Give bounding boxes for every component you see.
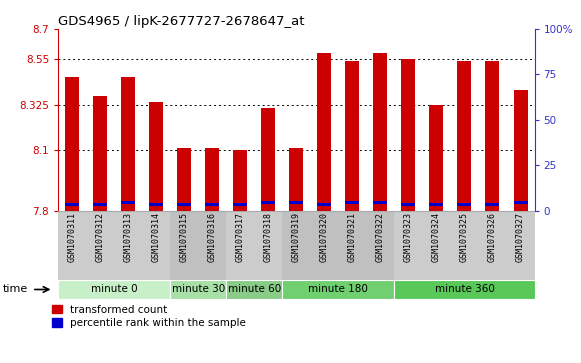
Text: minute 0: minute 0 [91,285,138,294]
Text: minute 30: minute 30 [171,285,225,294]
Bar [374,201,388,204]
Bar [345,201,360,204]
Bar [374,53,388,211]
Legend: transformed count, percentile rank within the sample: transformed count, percentile rank withi… [52,305,246,328]
Bar [345,61,360,211]
Bar [514,90,528,211]
Bar [170,280,226,299]
Text: minute 60: minute 60 [228,285,281,294]
Bar [233,203,248,206]
Bar [121,201,135,204]
Text: minute 180: minute 180 [309,285,368,294]
Bar [457,203,471,206]
Text: time: time [3,285,28,294]
Bar [394,280,535,299]
Bar [65,203,79,206]
Bar [149,203,163,206]
Text: minute 360: minute 360 [435,285,494,294]
Bar [486,203,500,206]
Bar [58,280,170,299]
Bar [149,102,163,211]
Bar [226,280,282,299]
Bar [282,280,394,299]
Bar [457,61,471,211]
Bar [317,53,331,211]
Bar [317,203,331,206]
Bar [486,61,500,211]
Bar [261,201,275,204]
Bar [177,203,191,206]
Bar [233,150,248,211]
Text: GDS4965 / lipK-2677727-2678647_at: GDS4965 / lipK-2677727-2678647_at [58,15,304,28]
Bar [205,148,219,211]
Bar [121,77,135,211]
Bar [205,203,219,206]
Bar [429,203,443,206]
Bar [289,201,303,204]
Bar [261,108,275,211]
Bar [93,203,107,206]
Bar [289,148,303,211]
Bar [93,95,107,211]
Bar [177,148,191,211]
Bar [401,203,415,206]
Bar [401,59,415,211]
Bar [514,201,528,204]
Bar [65,77,79,211]
Bar [429,105,443,211]
